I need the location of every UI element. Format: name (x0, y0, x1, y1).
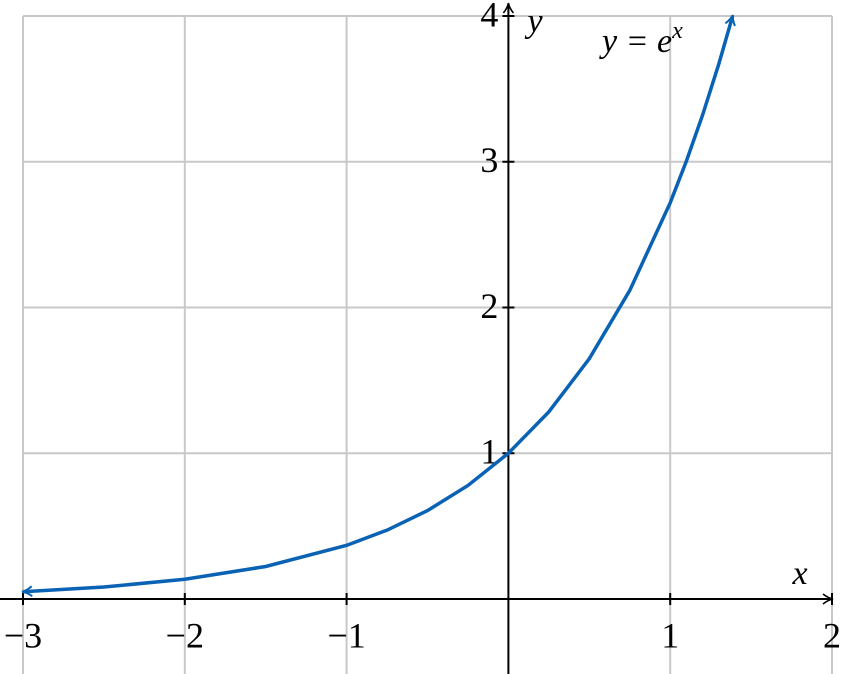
grid (22, 15, 833, 674)
curve (21, 14, 736, 598)
y-tick-label: 4 (480, 0, 498, 34)
curve-label-superscript: x (671, 18, 683, 44)
x-tick-label: 2 (823, 615, 841, 655)
x-tick-label: −1 (327, 615, 365, 655)
y-tick-label: 3 (480, 140, 498, 180)
x-tick-label: −3 (4, 615, 42, 655)
x-tick-label: 1 (661, 615, 679, 655)
curve-label: y = ex (599, 18, 683, 60)
x-tick-label: −2 (166, 615, 204, 655)
curve-label-text: y = e (599, 23, 672, 60)
y-axis-label: y (524, 3, 543, 40)
x-axis-label: x (791, 555, 807, 592)
y-tick-label: 2 (480, 286, 498, 326)
